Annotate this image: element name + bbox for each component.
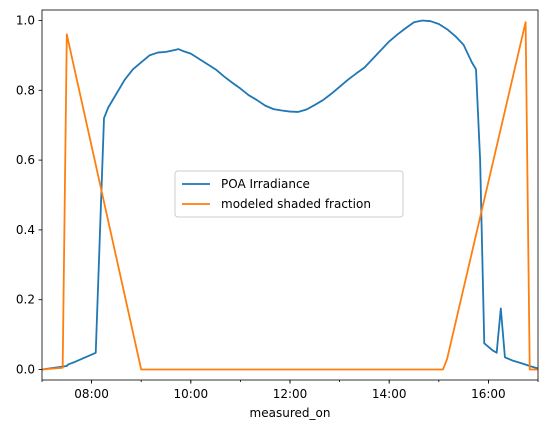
- y-tick-label: 0.2: [16, 293, 35, 307]
- legend-label-modeled-shaded-fraction: modeled shaded fraction: [221, 197, 371, 211]
- x-axis-label: measured_on: [250, 406, 331, 420]
- series-layer: [41, 19, 539, 371]
- series-line-poa-irradiance: [41, 19, 539, 371]
- y-tick-label: 0.6: [16, 153, 35, 167]
- y-tick-label: 0.4: [16, 223, 35, 237]
- legend-box: [174, 170, 404, 218]
- x-tick-label: 12:00: [273, 387, 308, 401]
- x-tick-label: 16:00: [471, 387, 506, 401]
- y-tick-label: 0.8: [16, 83, 35, 97]
- x-tick-label: 10:00: [174, 387, 209, 401]
- legend: POA Irradiance modeled shaded fraction: [174, 170, 404, 218]
- x-axis: 08:00 10:00 12:00 14:00 16:00: [41, 380, 539, 401]
- y-tick-label: 1.0: [16, 13, 35, 27]
- y-axis: 0.0 0.2 0.4 0.6 0.8 1.0: [16, 13, 42, 377]
- legend-label-poa-irradiance: POA Irradiance: [221, 177, 310, 191]
- x-tick-label: 14:00: [372, 387, 407, 401]
- series-line-modeled-shaded-fraction: [41, 21, 538, 371]
- x-tick-label: 08:00: [74, 387, 109, 401]
- y-tick-label: 0.0: [16, 363, 35, 377]
